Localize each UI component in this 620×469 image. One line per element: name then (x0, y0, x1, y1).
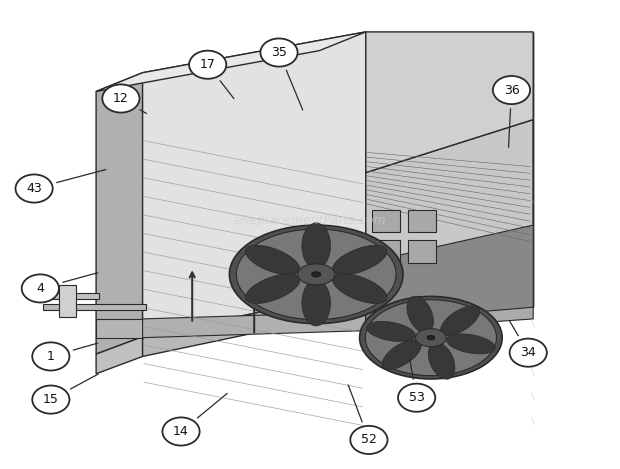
Bar (408, 240, 436, 263)
Text: 35: 35 (271, 46, 287, 59)
Text: 36: 36 (503, 83, 520, 97)
Bar (408, 210, 436, 232)
Text: 17: 17 (200, 58, 216, 71)
Polygon shape (43, 304, 146, 310)
Text: 53: 53 (409, 391, 425, 404)
Circle shape (510, 339, 547, 367)
Circle shape (22, 274, 59, 303)
Ellipse shape (312, 272, 321, 277)
Polygon shape (96, 337, 143, 374)
Circle shape (32, 386, 69, 414)
Circle shape (260, 38, 298, 67)
Ellipse shape (428, 342, 455, 379)
Ellipse shape (446, 334, 495, 354)
Ellipse shape (382, 340, 421, 370)
Ellipse shape (236, 229, 396, 320)
Circle shape (162, 417, 200, 446)
Ellipse shape (246, 245, 300, 275)
Polygon shape (366, 32, 533, 173)
Ellipse shape (415, 329, 446, 347)
Ellipse shape (298, 264, 335, 285)
Text: 14: 14 (173, 425, 189, 438)
Ellipse shape (246, 274, 300, 303)
Polygon shape (59, 285, 76, 317)
Polygon shape (143, 32, 366, 337)
Text: 52: 52 (361, 433, 377, 446)
Circle shape (398, 384, 435, 412)
Polygon shape (96, 73, 143, 354)
Circle shape (16, 174, 53, 203)
Ellipse shape (427, 335, 435, 340)
Circle shape (32, 342, 69, 371)
Ellipse shape (302, 280, 330, 326)
Bar (372, 240, 400, 263)
Polygon shape (366, 225, 533, 321)
Ellipse shape (365, 300, 497, 376)
Ellipse shape (229, 225, 403, 324)
Polygon shape (96, 319, 143, 338)
Text: eReplacementParts.com: eReplacementParts.com (234, 214, 386, 227)
Circle shape (102, 84, 140, 113)
Polygon shape (366, 120, 533, 321)
Text: 43: 43 (26, 182, 42, 195)
Ellipse shape (407, 296, 433, 333)
Text: 4: 4 (37, 282, 44, 295)
Ellipse shape (302, 223, 330, 269)
Polygon shape (143, 290, 366, 356)
Text: 34: 34 (520, 346, 536, 359)
Polygon shape (96, 32, 366, 91)
Ellipse shape (332, 274, 387, 303)
Ellipse shape (360, 296, 502, 379)
Polygon shape (366, 300, 533, 331)
Bar (372, 210, 400, 232)
Text: 1: 1 (47, 350, 55, 363)
Ellipse shape (332, 245, 387, 275)
Text: 15: 15 (43, 393, 59, 406)
Polygon shape (43, 293, 99, 299)
Circle shape (493, 76, 530, 104)
Circle shape (189, 51, 226, 79)
Ellipse shape (366, 321, 415, 341)
Polygon shape (143, 312, 366, 338)
Circle shape (350, 426, 388, 454)
Ellipse shape (441, 306, 480, 335)
Text: 12: 12 (113, 92, 129, 105)
